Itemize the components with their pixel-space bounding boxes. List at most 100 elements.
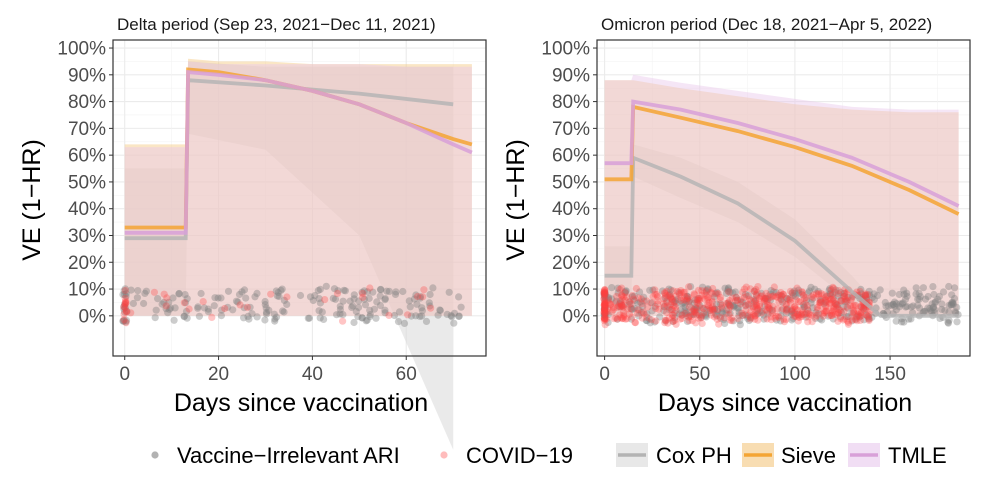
point-covid bbox=[812, 290, 821, 298]
point-ari bbox=[837, 296, 845, 305]
point-covid bbox=[620, 311, 628, 319]
point-ari bbox=[690, 310, 698, 318]
point-covid bbox=[749, 311, 758, 319]
point-ari bbox=[316, 285, 324, 293]
point-ari bbox=[443, 310, 451, 318]
point-covid bbox=[841, 295, 849, 303]
point-covid bbox=[618, 301, 626, 309]
point-covid bbox=[669, 311, 677, 319]
point-ari bbox=[242, 294, 250, 302]
point-ari bbox=[280, 308, 288, 316]
point-ari bbox=[394, 318, 403, 326]
point-ari bbox=[677, 306, 685, 314]
point-covid bbox=[661, 316, 669, 324]
point-ari bbox=[837, 308, 846, 316]
point-ari bbox=[366, 306, 374, 314]
point-ari bbox=[625, 298, 633, 306]
point-ari bbox=[812, 309, 820, 317]
point-covid bbox=[690, 290, 698, 298]
point-ari bbox=[945, 308, 953, 316]
point-ari bbox=[283, 300, 291, 308]
point-covid bbox=[666, 294, 675, 302]
point-covid bbox=[706, 304, 714, 313]
point-covid bbox=[690, 306, 698, 314]
point-covid bbox=[619, 293, 628, 301]
point-ari bbox=[848, 317, 856, 325]
point-ari bbox=[772, 288, 780, 297]
point-ari bbox=[865, 313, 873, 321]
point-ari bbox=[683, 295, 691, 303]
point-ari bbox=[689, 310, 697, 318]
point-covid bbox=[743, 292, 751, 300]
point-ari bbox=[628, 293, 636, 301]
point-covid bbox=[820, 291, 828, 299]
point-covid bbox=[600, 289, 608, 297]
point-ari bbox=[616, 300, 624, 308]
point-covid bbox=[603, 308, 611, 316]
point-covid bbox=[726, 303, 735, 311]
point-covid bbox=[764, 292, 772, 300]
point-covid bbox=[782, 294, 791, 302]
point-covid bbox=[404, 311, 412, 319]
point-covid bbox=[419, 293, 427, 301]
point-ari bbox=[601, 294, 609, 302]
point-ari bbox=[425, 299, 433, 307]
point-ari bbox=[666, 306, 674, 314]
point-ari bbox=[944, 318, 952, 326]
point-covid bbox=[619, 303, 628, 311]
point-covid bbox=[162, 302, 170, 310]
point-covid bbox=[600, 291, 608, 299]
point-ari bbox=[764, 295, 772, 303]
point-ari bbox=[626, 300, 634, 309]
point-covid bbox=[701, 295, 709, 303]
point-covid bbox=[814, 306, 822, 314]
y-tick-label: 90% bbox=[68, 65, 106, 86]
point-covid bbox=[601, 305, 609, 313]
point-covid bbox=[740, 285, 749, 293]
point-ari bbox=[413, 300, 421, 308]
point-ari bbox=[601, 294, 609, 302]
point-ari bbox=[363, 316, 371, 324]
point-ari bbox=[713, 312, 721, 320]
point-ari bbox=[929, 304, 937, 312]
point-covid bbox=[769, 302, 777, 311]
point-ari bbox=[750, 287, 759, 295]
point-ari bbox=[346, 297, 354, 305]
point-covid bbox=[667, 294, 675, 302]
point-ari bbox=[691, 296, 700, 304]
point-covid bbox=[221, 304, 229, 313]
point-ari bbox=[370, 305, 378, 313]
point-ari bbox=[604, 311, 612, 319]
point-ari bbox=[778, 292, 786, 300]
point-ari bbox=[277, 286, 285, 294]
point-ari bbox=[376, 292, 384, 300]
point-ari bbox=[336, 302, 344, 310]
point-ari bbox=[711, 289, 720, 298]
point-ari bbox=[262, 310, 271, 318]
point-ari bbox=[761, 302, 769, 310]
point-ari bbox=[738, 311, 746, 319]
point-covid bbox=[718, 301, 726, 309]
point-covid bbox=[634, 309, 642, 317]
point-ari bbox=[953, 318, 961, 326]
point-covid bbox=[661, 319, 669, 327]
point-ari bbox=[928, 308, 936, 316]
point-covid bbox=[827, 286, 835, 294]
point-ari bbox=[844, 312, 852, 321]
point-covid bbox=[697, 314, 705, 322]
y-tick-label: 50% bbox=[552, 172, 590, 193]
point-covid bbox=[638, 300, 646, 308]
point-covid bbox=[815, 299, 824, 307]
point-covid bbox=[716, 296, 724, 304]
point-ari bbox=[318, 308, 326, 316]
point-covid bbox=[768, 293, 776, 301]
point-ari bbox=[721, 284, 729, 292]
point-covid bbox=[718, 303, 726, 311]
point-covid bbox=[613, 292, 621, 300]
point-ari bbox=[373, 298, 381, 306]
point-covid bbox=[792, 296, 800, 304]
point-covid bbox=[702, 291, 710, 300]
point-covid bbox=[601, 300, 609, 308]
point-ari bbox=[801, 303, 809, 311]
point-ari bbox=[640, 293, 648, 301]
